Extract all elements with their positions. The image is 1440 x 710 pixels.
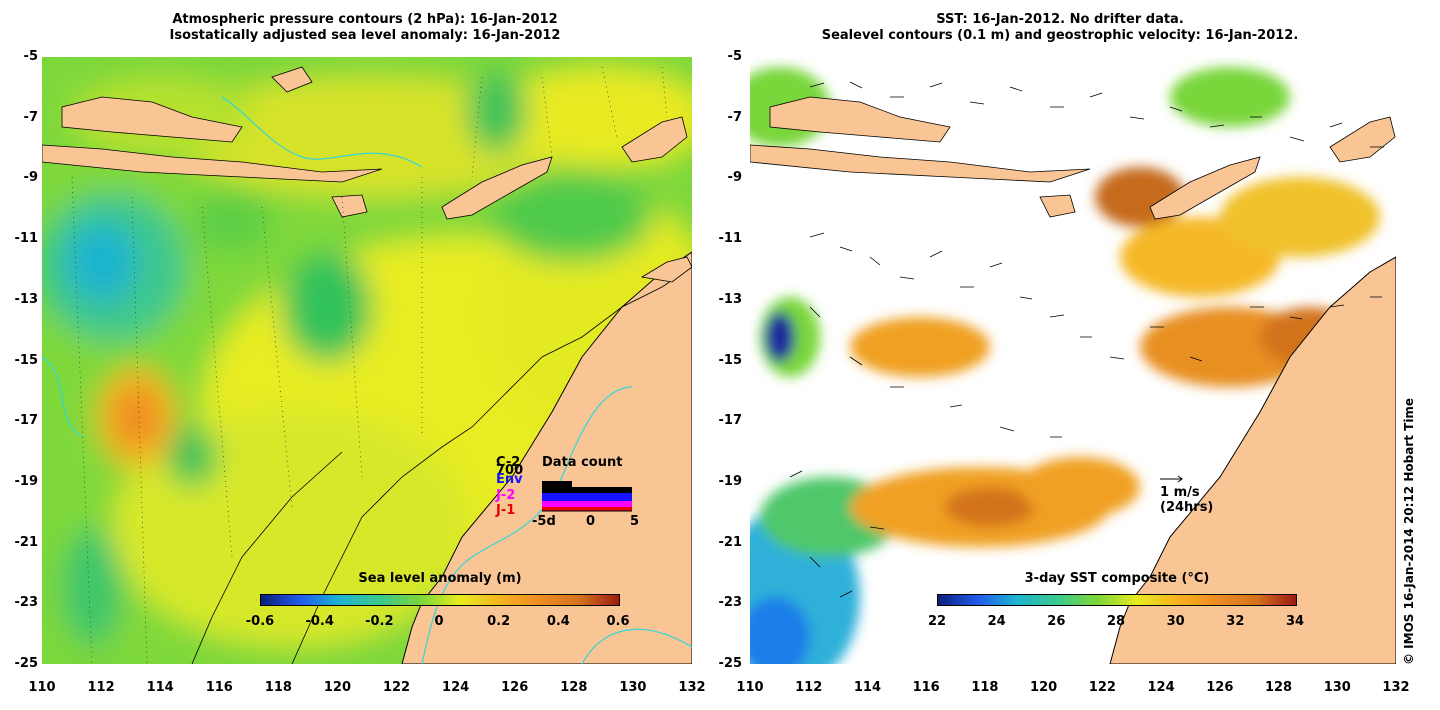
right-colorbar-title: 3-day SST composite (°C) (1024, 571, 1210, 586)
lon-tick: 124 (1147, 680, 1175, 695)
lat-tick: -11 (14, 231, 39, 247)
lon-tick: 120 (323, 680, 352, 695)
lat-tick: -23 (718, 595, 743, 611)
colorbar-tick: 0.2 (487, 614, 511, 629)
lon-tick: 126 (501, 680, 529, 695)
land-areas (42, 66, 692, 664)
lon-tick: 114 (853, 680, 882, 695)
lat-tick: -7 (23, 109, 38, 125)
lat-tick: -25 (14, 656, 39, 671)
sea-level-anomaly-map: Data count C-2 700 Env J-2 J-1 -5d 0 5 (42, 57, 692, 664)
lat-tick: -13 (718, 291, 743, 307)
pressure-contours (71, 66, 668, 664)
lat-tick: -21 (14, 534, 39, 550)
right-colorbar (937, 594, 1297, 606)
right-title-line1: SST: 16-Jan-2012. No drifter data. (936, 12, 1184, 27)
satellite-label-j2: J-2 (496, 488, 516, 503)
lon-tick: 110 (736, 680, 764, 695)
lat-tick: -21 (718, 534, 743, 550)
colorbar-tick: 22 (927, 614, 947, 629)
land-areas-right (750, 96, 1396, 664)
lon-tick: 122 (1088, 680, 1116, 695)
colorbar-tick: 0.4 (546, 614, 570, 629)
lon-tick: 110 (28, 680, 56, 695)
colorbar-tick: 30 (1166, 614, 1185, 629)
colorbar-tick: -0.6 (245, 614, 275, 629)
colorbar-tick: 34 (1285, 614, 1305, 629)
colorbar-tick: -0.4 (305, 614, 334, 629)
lon-tick: 132 (1382, 680, 1410, 695)
lat-tick: -17 (14, 413, 39, 429)
lat-tick: -13 (14, 291, 39, 307)
lon-tick: 122 (382, 680, 411, 695)
lat-tick: -7 (727, 109, 742, 125)
lon-tick: 118 (971, 680, 999, 695)
colorbar-tick: 0.6 (606, 614, 630, 629)
lon-tick: 124 (442, 680, 470, 695)
lat-tick: -11 (718, 231, 743, 247)
lon-tick: 116 (912, 680, 940, 695)
copyright-notice: © IMOS 16-Jan-2014 20:12 Hobart Time (1402, 397, 1416, 665)
lon-tick: 112 (87, 680, 115, 695)
lon-tick: 128 (1264, 680, 1293, 695)
satellite-label-env: Env (496, 472, 523, 487)
lat-tick: -9 (727, 170, 742, 186)
lon-tick: 130 (1323, 680, 1351, 695)
velocity-scale-line1: 1 m/s (1160, 485, 1200, 500)
lat-tick: -25 (718, 656, 743, 671)
satellite-label-700: 700 (496, 463, 524, 478)
colorbar-tick: 32 (1226, 614, 1245, 629)
lon-tick: 132 (678, 680, 706, 695)
left-title-line1: Atmospheric pressure contours (2 hPa): 1… (172, 12, 558, 27)
lat-tick: -9 (23, 170, 38, 186)
colorbar-tick: 0 (434, 614, 444, 629)
satellite-label-j1: J-1 (496, 503, 516, 518)
data-count-title: Data count (542, 455, 623, 470)
lon-tick: 116 (205, 680, 233, 695)
sst-field (750, 67, 1380, 664)
right-title-line2: Sealevel contours (0.1 m) and geostrophi… (821, 28, 1299, 43)
lat-tick: -5 (727, 49, 742, 64)
lat-tick: -19 (718, 473, 743, 489)
left-map-title: Atmospheric pressure contours (2 hPa): 1… (150, 12, 580, 44)
lat-tick: -15 (718, 352, 743, 368)
left-title-line2: Isostatically adjusted sea level anomaly… (169, 28, 561, 43)
lat-tick: -15 (14, 352, 39, 368)
lon-tick: 112 (795, 680, 823, 695)
velocity-arrows (789, 81, 1384, 598)
lon-tick: 120 (1030, 680, 1058, 695)
lon-tick: 130 (619, 680, 647, 695)
lat-tick: -5 (23, 49, 38, 64)
lon-tick: 118 (264, 680, 292, 695)
colorbar-tick: 28 (1106, 614, 1126, 629)
right-map-title: SST: 16-Jan-2012. No drifter data. Seale… (790, 12, 1330, 44)
data-count-inset (542, 481, 632, 512)
data-count-tick-0: 0 (586, 514, 596, 529)
sea-level-anomaly-svg (42, 57, 692, 664)
lon-tick: 128 (560, 680, 588, 695)
data-count-tick-5: 5 (630, 514, 640, 529)
left-colorbar (260, 594, 620, 606)
lon-tick: 114 (146, 680, 174, 695)
velocity-scale-line2: (24hrs) (1160, 500, 1214, 515)
data-count-tick-neg5: -5d (532, 514, 556, 529)
sst-svg (750, 67, 1396, 664)
lat-tick: -23 (14, 595, 39, 611)
sst-map: 1 m/s (24hrs) (750, 57, 1396, 664)
lat-tick: -17 (718, 413, 743, 429)
lon-tick: 126 (1206, 680, 1234, 695)
satellite-label-c2: C-2 (496, 455, 521, 470)
lat-tick: -19 (14, 473, 39, 489)
colorbar-tick: 26 (1047, 614, 1066, 629)
left-colorbar-title: Sea level anomaly (m) (358, 571, 522, 586)
colorbar-tick: 24 (987, 614, 1006, 629)
colorbar-tick: -0.2 (365, 614, 394, 629)
